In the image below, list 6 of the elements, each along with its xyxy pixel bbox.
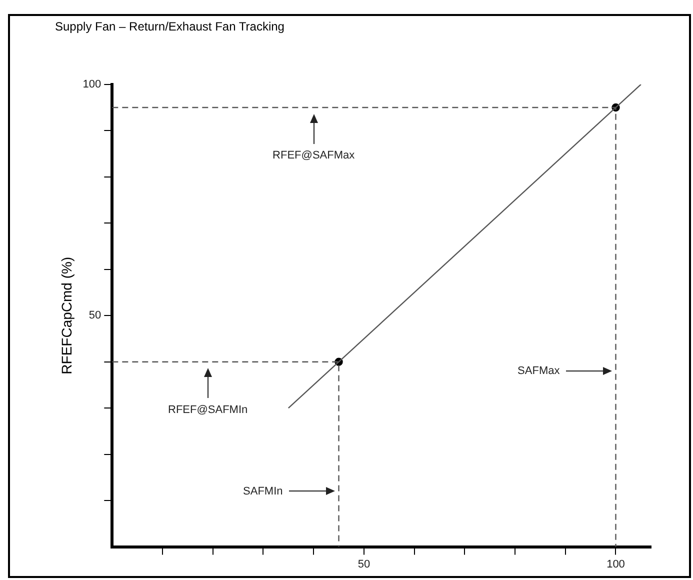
annotation: RFEF@SAFMIn	[168, 404, 248, 416]
chart-title: Supply Fan – Return/Exhaust Fan Tracking	[55, 20, 284, 34]
annotation: SAFMax	[518, 365, 560, 378]
y-axis-title: RFEFCapCmd (%)	[58, 256, 74, 374]
annotation: RFEF@SAFMax	[272, 150, 356, 162]
annotation: SAFMIn	[243, 485, 283, 498]
